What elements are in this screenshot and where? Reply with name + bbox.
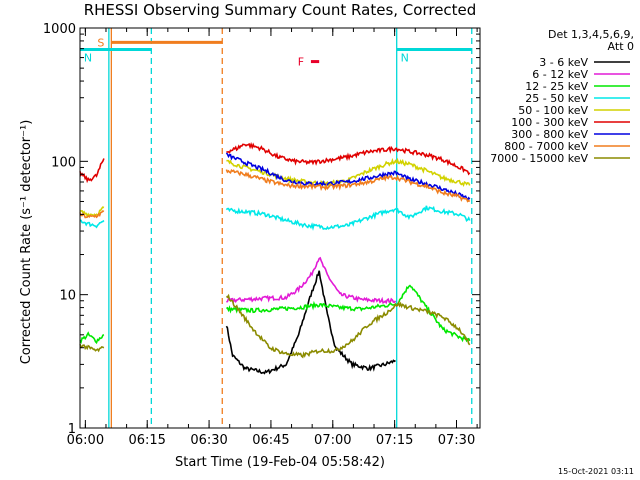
series-line: [225, 169, 471, 203]
flag-label: F: [298, 56, 304, 69]
plot-frame: [79, 27, 481, 429]
legend-entry-label: 6 - 12 keV: [532, 68, 588, 81]
flag-label: N: [401, 51, 409, 64]
legend-entry-label: 300 - 800 keV: [511, 128, 588, 141]
series-line: [79, 219, 105, 229]
x-tick-label: 06:45: [252, 433, 289, 448]
legend-entry-label: 50 - 100 keV: [518, 104, 588, 117]
axes-layer: 1 10 100 1000 06:00 06:15 06:30 06:45 07:00 07:15…: [43, 22, 480, 448]
legend-entry-label: 100 - 300 keV: [511, 116, 588, 129]
series-line: [79, 158, 105, 184]
x-tick-label: 06:15: [128, 433, 165, 448]
y-tick-label: 10: [59, 289, 76, 304]
series-line: [225, 293, 471, 359]
series-line: [225, 270, 396, 375]
y-tick-label: 1000: [43, 22, 76, 37]
series-line: [79, 344, 105, 353]
x-tick-label: 07:30: [438, 433, 475, 448]
timestamp: 15-Oct-2021 03:11: [558, 467, 634, 476]
legend-entry-label: 7000 - 15000 keV: [490, 152, 588, 165]
x-tick-label: 06:00: [67, 433, 104, 448]
x-tick-label: 06:30: [190, 433, 227, 448]
legend-header: Att 0: [608, 40, 634, 53]
x-axis-label: Start Time (19-Feb-04 05:58:42): [175, 455, 385, 470]
flag-label: N: [84, 51, 92, 64]
plot-data-layer: SN NF: [79, 28, 473, 428]
legend-entry-label: 12 - 25 keV: [525, 80, 588, 93]
x-tick-label: 07:00: [314, 433, 351, 448]
y-axis-label: Corrected Count Rate (s⁻¹ detector⁻¹): [19, 120, 34, 365]
series-line: [225, 152, 471, 201]
legend-entry-label: 3 - 6 keV: [539, 56, 588, 69]
y-tick-label: 100: [51, 155, 76, 170]
series-line: [226, 256, 397, 305]
legend-header: Det 1,3,4,5,6,9,: [548, 28, 634, 41]
x-tick-label: 07:15: [376, 433, 413, 448]
series-line: [225, 205, 471, 231]
series-line: [79, 206, 105, 219]
series-line: [225, 300, 396, 314]
legend-entry-label: 800 - 7000 keV: [504, 140, 588, 153]
series-line: [226, 142, 471, 176]
flag-label: S: [97, 36, 104, 49]
chart-title: RHESSI Observing Summary Count Rates, Co…: [84, 1, 477, 19]
series-line: [79, 331, 105, 345]
legend-entry-label: 25 - 50 keV: [525, 92, 588, 105]
y-tick-label: 1: [68, 422, 76, 437]
series-line: [396, 284, 471, 343]
